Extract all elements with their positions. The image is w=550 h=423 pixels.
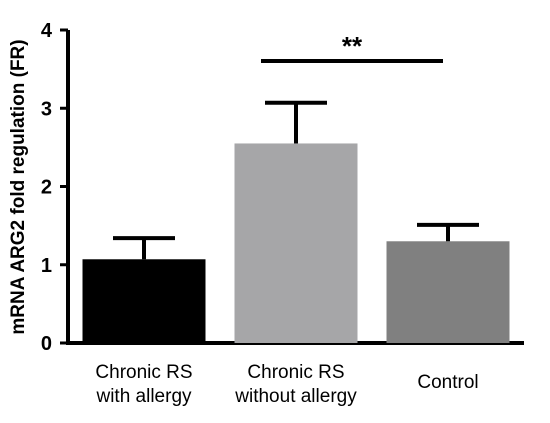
y-ticks: 0 1 2 3 4 [41, 20, 68, 355]
category-labels: Chronic RS with allergy Chronic RS without … [95, 362, 478, 407]
bars [82, 143, 510, 343]
significance-label: ** [342, 31, 363, 61]
significance-annotation: ** [261, 31, 443, 63]
y-tick-label: 1 [41, 255, 52, 277]
category-label: Chronic RS [247, 362, 344, 383]
y-axis-label: mRNA ARG2 fold regulation (FR) [8, 39, 29, 334]
category-label: Chronic RS [95, 362, 192, 383]
error-bars [113, 100, 479, 260]
bar [82, 259, 206, 343]
bar [386, 241, 510, 343]
y-tick-label: 0 [41, 333, 52, 355]
category-label: without allergy [234, 386, 357, 407]
y-tick-label: 2 [41, 177, 52, 199]
category-label: Control [417, 372, 478, 393]
bar [234, 143, 358, 343]
y-tick-label: 4 [41, 20, 53, 42]
y-tick-label: 3 [41, 98, 52, 120]
category-label: with allergy [95, 386, 192, 407]
